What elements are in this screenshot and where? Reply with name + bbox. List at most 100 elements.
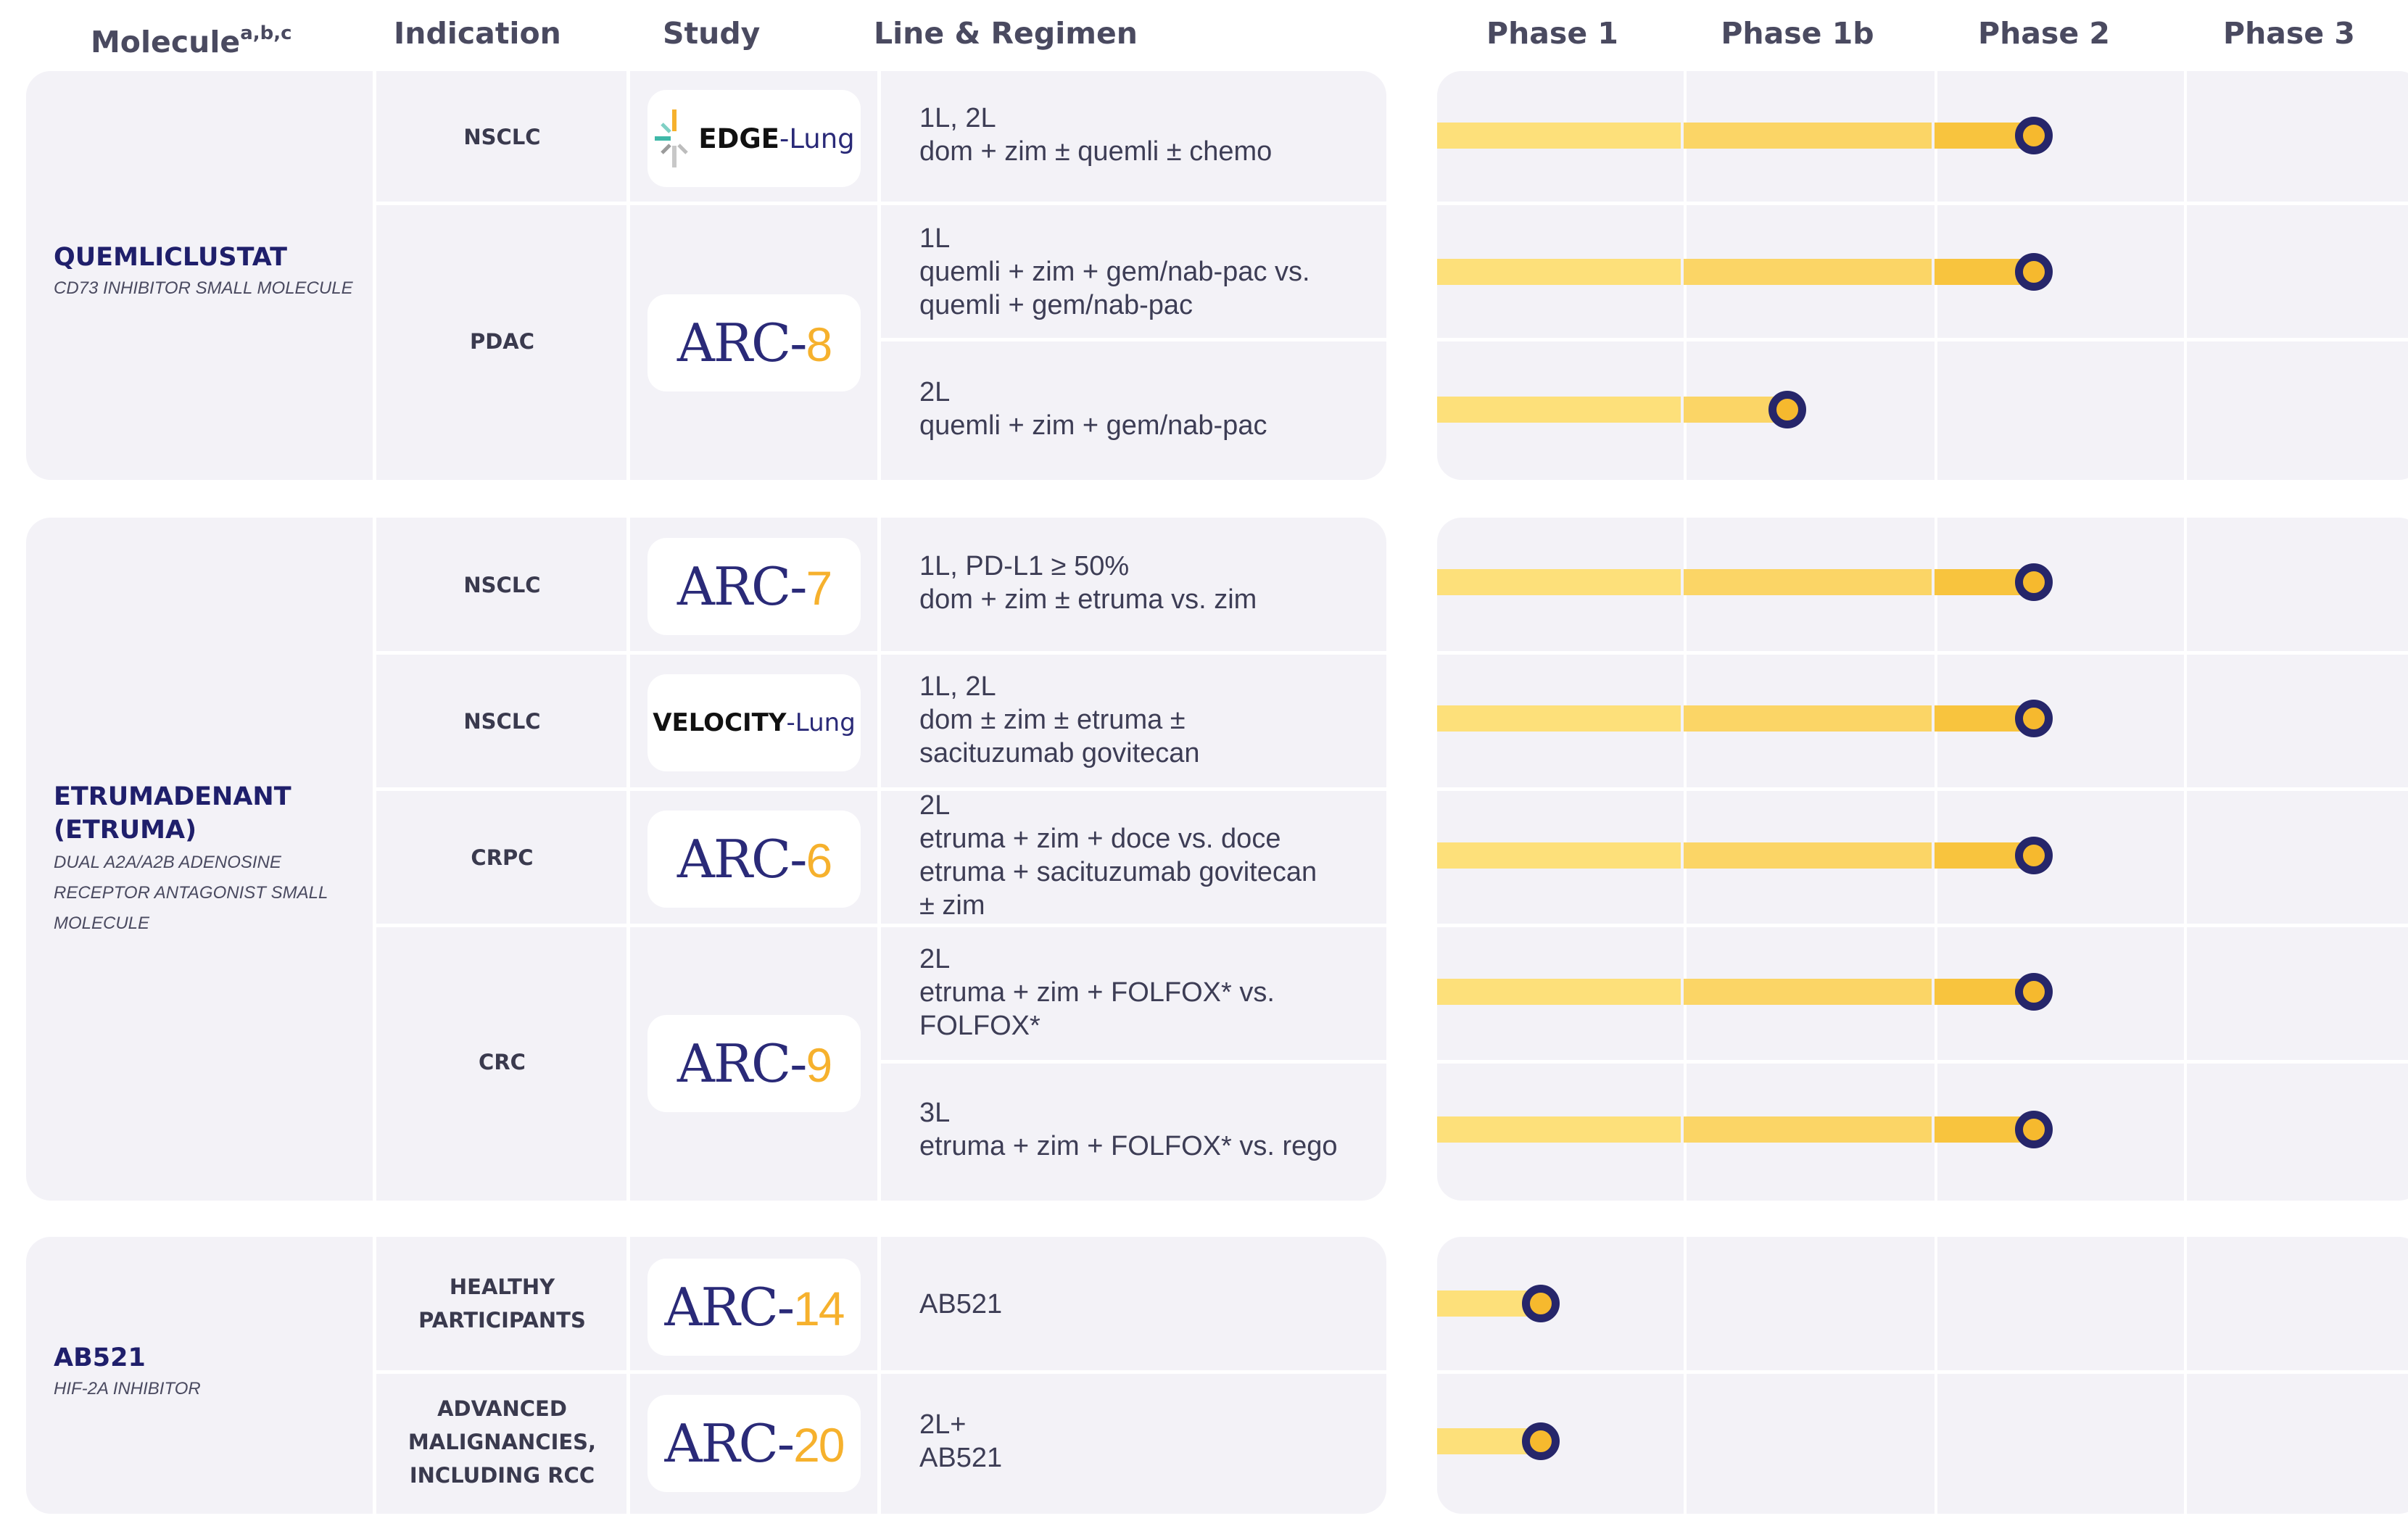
phase-row-line — [1437, 1060, 2408, 1064]
molecule-description: CD73 INHIBITOR SMALL MOLECULE — [54, 278, 353, 298]
phase-row-line — [1437, 787, 2408, 791]
row-divider — [373, 787, 1386, 791]
phase-row-line — [1437, 924, 2408, 927]
column-divider — [373, 1237, 376, 1514]
arc-number: 8 — [806, 318, 832, 371]
phase-bar-segment — [1437, 123, 1681, 149]
column-divider — [877, 518, 881, 1201]
header-molecule: Moleculea,b,c — [91, 10, 292, 59]
phase-progress-marker — [1768, 391, 1806, 428]
phase-bar-segment — [1684, 1116, 1932, 1143]
phase-progress-marker — [1521, 1285, 1560, 1322]
study-logo-arc-6: ARC-6 — [647, 811, 861, 908]
regimen-cell: 2L etruma + zim + FOLFOX* vs. FOLFOX* — [919, 942, 1383, 1043]
header-molecule-footnote: a,b,c — [240, 22, 292, 44]
arc-prefix: ARC- — [677, 1033, 808, 1094]
header-study: Study — [663, 16, 761, 51]
arc-8-wordmark: ARC-8 — [677, 312, 832, 373]
arc-number: 20 — [793, 1418, 845, 1472]
phase-grid-line — [1684, 1237, 1687, 1514]
molecule-name: QUEMLICLUSTAT — [54, 243, 288, 272]
header-phase-1: Phase 1 — [1486, 16, 1618, 51]
phase-progress-marker — [2014, 117, 2053, 154]
molecule-name: (ETRUMA) — [54, 816, 197, 845]
column-divider — [626, 518, 630, 1201]
header-molecule-label: Molecule — [91, 25, 241, 59]
phase-row-line — [1437, 202, 2408, 205]
regimen-cell: 2L quemli + zim + gem/nab-pac — [919, 376, 1383, 442]
arc-prefix: ARC- — [664, 1277, 795, 1338]
indication-label: CRC — [381, 1045, 624, 1079]
phase-bar-segment — [1437, 1116, 1681, 1143]
molecule-etrumadenant: ETRUMADENANT (ETRUMA) DUAL A2A/A2B ADENO… — [54, 780, 373, 938]
row-divider — [877, 338, 1386, 341]
molecule-quemliclustat: QUEMLICLUSTAT CD73 INHIBITOR SMALL MOLEC… — [54, 241, 373, 302]
column-divider — [626, 1237, 630, 1514]
phase-progress-marker — [2014, 563, 2053, 601]
phase-progress-bar — [1437, 842, 2034, 869]
regimen-cell: 1L, 2L dom ± zim ± etruma ± sacituzumab … — [919, 670, 1383, 770]
phase-progress-bar — [1437, 123, 2034, 149]
regimen-line: 2L — [919, 944, 951, 974]
phase-progress-bar — [1437, 259, 2034, 285]
regimen-cell: AB521 — [919, 1288, 1383, 1321]
indication-text: ADVANCED — [437, 1396, 567, 1421]
column-divider — [626, 71, 630, 480]
arc-6-wordmark: ARC-6 — [677, 829, 832, 890]
indication-text: MALIGNANCIES, — [407, 1430, 597, 1454]
arc-prefix: ARC- — [664, 1413, 795, 1474]
phase-bar-segment — [1437, 842, 1681, 869]
regimen-line: 1L, PD-L1 ≥ 50% — [919, 551, 1130, 581]
column-divider — [373, 71, 376, 480]
phase-progress-bar — [1437, 705, 2034, 732]
study-logo-edge-lung: EDGE -Lung — [647, 90, 861, 187]
indication-label: HEALTHY PARTICIPANTS — [381, 1270, 624, 1337]
phase-grid-line — [2184, 71, 2187, 480]
regimen-cell: 1L quemli + zim + gem/nab-pac vs. quemli… — [919, 222, 1383, 322]
regimen-line: etruma + zim + FOLFOX* vs. rego — [919, 1131, 1338, 1161]
phase-row-line — [1437, 338, 2408, 341]
phase-row-line — [1437, 1370, 2408, 1374]
arc-prefix: ARC- — [677, 312, 808, 373]
regimen-line: etruma + zim + doce vs. doce — [919, 824, 1281, 854]
indication-label: NSCLC — [381, 568, 624, 602]
phase-bar-segment — [1437, 979, 1681, 1005]
regimen-cell: 2L etruma + zim + doce vs. doce etruma +… — [919, 789, 1383, 922]
indication-label: NSCLC — [381, 705, 624, 738]
edge-lung-wordmark: EDGE -Lung — [653, 105, 855, 172]
phase-row-line — [1437, 651, 2408, 655]
indication-text: NSCLC — [463, 709, 541, 734]
phase-progress-marker — [2014, 700, 2053, 737]
regimen-line: 1L, 2L — [919, 671, 996, 702]
header-indication: Indication — [394, 16, 561, 51]
study-logo-arc-9: ARC-9 — [647, 1015, 861, 1112]
arc-number: 6 — [806, 834, 832, 887]
regimen-line: ± zim — [919, 890, 985, 921]
molecule-name: AB521 — [54, 1343, 146, 1372]
arc-number: 9 — [806, 1038, 832, 1092]
molecule-name: ETRUMADENANT — [54, 782, 291, 811]
regimen-line: dom + zim ± quemli ± chemo — [919, 136, 1273, 167]
phase-progress-marker — [2014, 973, 2053, 1011]
phase-grid-line — [1935, 1237, 1937, 1514]
row-divider — [877, 1060, 1386, 1064]
molecule-description: HIF-2α INHIBITOR — [54, 1379, 201, 1399]
indication-label: PDAC — [381, 325, 624, 358]
arc-number: 14 — [793, 1282, 845, 1335]
study-logo-velocity-lung: VELOCITY -Lung — [647, 674, 861, 771]
regimen-line: 2L — [919, 377, 951, 407]
regimen-line: etruma + sacituzumab govitecan — [919, 857, 1317, 887]
regimen-cell: 2L+ AB521 — [919, 1408, 1383, 1475]
phase-progress-bar — [1437, 397, 1787, 423]
row-divider — [373, 651, 1386, 655]
phase-bar-segment — [1684, 705, 1932, 732]
phase-progress-bar — [1437, 979, 2034, 1005]
regimen-line: 1L, 2L — [919, 103, 996, 133]
column-divider — [877, 71, 881, 480]
regimen-line: quemli + gem/nab-pac — [919, 290, 1193, 320]
study-logo-arc-7: ARC-7 — [647, 538, 861, 635]
regimen-line: 2L+ — [919, 1409, 967, 1440]
ab521-phase-panel — [1437, 1237, 2408, 1514]
phase-grid-line — [2184, 1237, 2187, 1514]
phase-bar-segment — [1437, 569, 1681, 595]
